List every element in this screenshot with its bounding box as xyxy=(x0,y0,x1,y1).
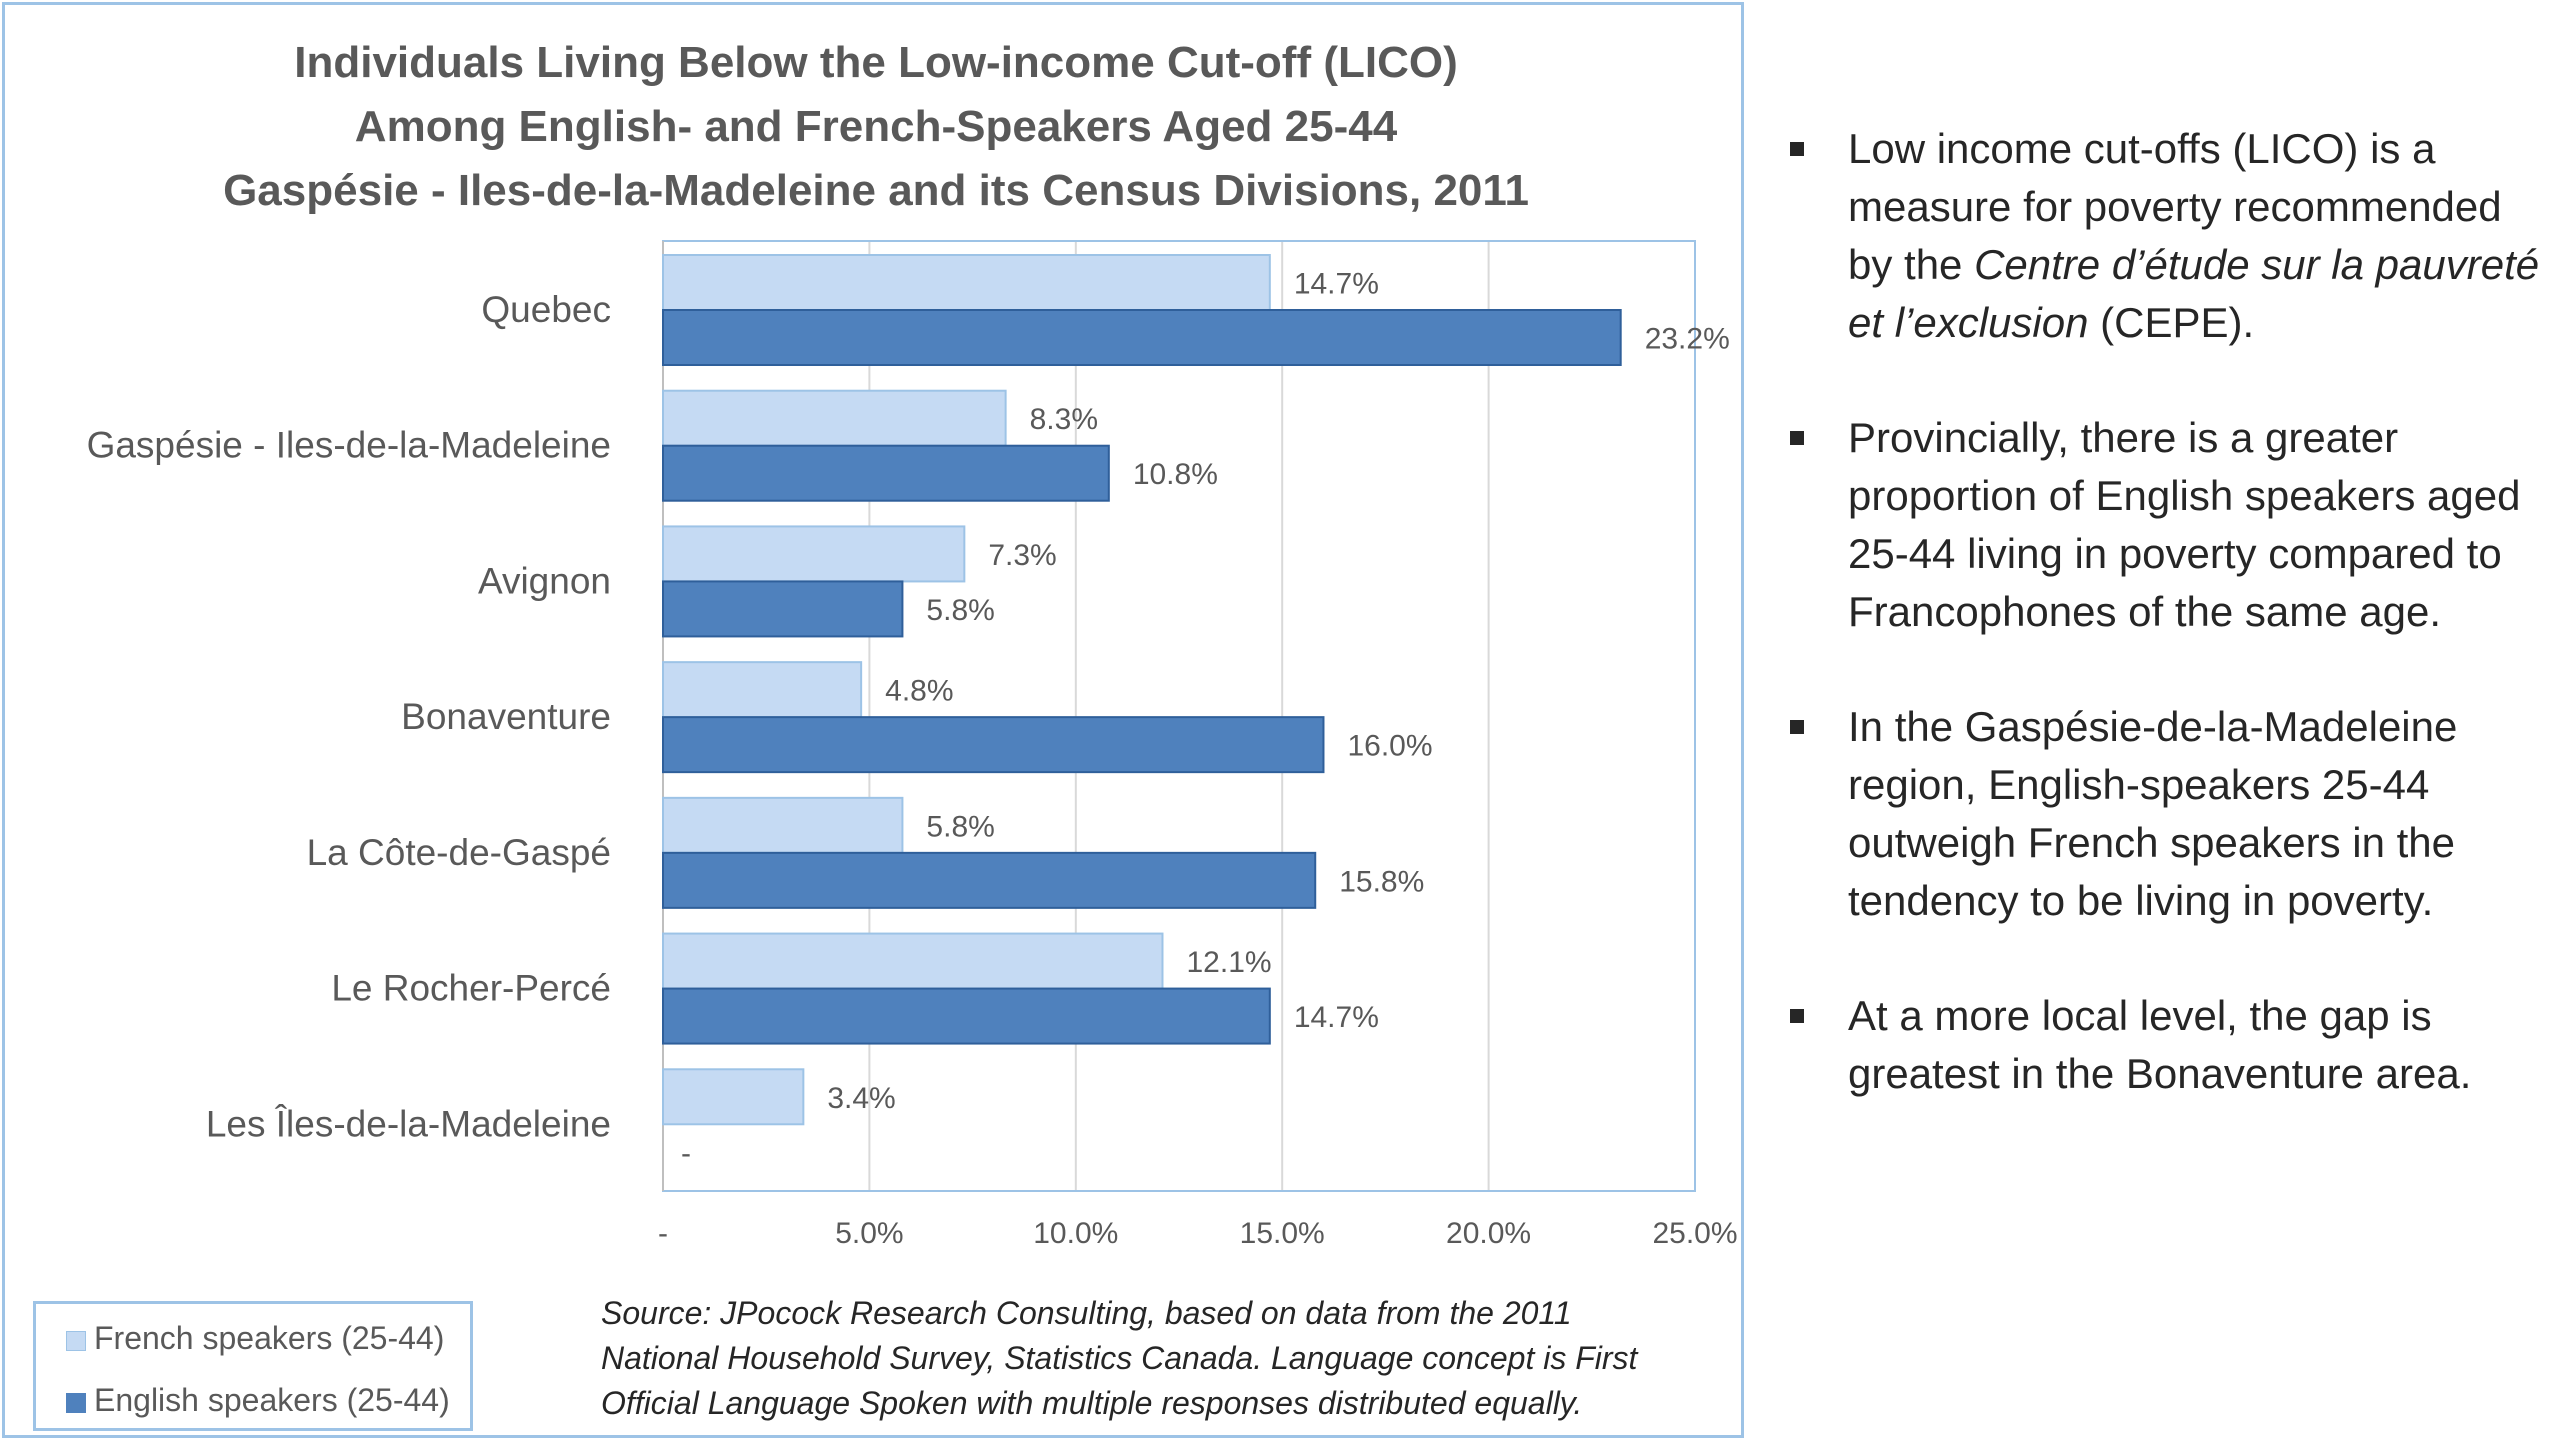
bullet-item: Provincially, there is a greater proport… xyxy=(1790,409,2540,641)
bullet-icon xyxy=(1790,720,1804,734)
category-label: Avignon xyxy=(478,560,611,601)
category-label: Quebec xyxy=(481,289,611,330)
bullet-icon xyxy=(1790,1009,1804,1023)
bullet-text-part: In the Gaspésie-de-la-Madeleine region, … xyxy=(1848,703,2458,924)
data-label: 4.8% xyxy=(885,675,953,708)
bar-french xyxy=(662,796,904,854)
legend-label-french: French speakers (25-44) xyxy=(94,1320,445,1356)
bar-english xyxy=(662,987,1271,1045)
category-label: Le Rocher-Percé xyxy=(331,968,611,1009)
bullet-italic-text: Centre d’étude sur la pauvreté et l’excl… xyxy=(1848,241,2540,346)
data-label: 16.0% xyxy=(1347,730,1432,763)
bullet-item: Low income cut-offs (LICO) is a measure … xyxy=(1790,120,2540,352)
bullet-item: In the Gaspésie-de-la-Madeleine region, … xyxy=(1790,698,2540,930)
data-label: 8.3% xyxy=(1030,403,1098,436)
bullet-icon xyxy=(1790,142,1804,156)
bullet-item: At a more local level, the gap is greate… xyxy=(1790,987,2540,1103)
bar-chart: - 5.0% 10.0% 15.0% 20.0% 25.0% Quebec 14.7% 23.2… xyxy=(87,240,1738,1250)
bullet-text: Low income cut-offs (LICO) is a measure … xyxy=(1848,125,2539,346)
bar-english xyxy=(662,716,1325,774)
bar-french xyxy=(662,1068,805,1126)
data-label: 14.7% xyxy=(1294,1001,1379,1034)
legend-label-english: English speakers (25-44) xyxy=(94,1382,450,1418)
bullet-text-part: Low income cut-offs (LICO) is a measure … xyxy=(1848,125,2502,288)
chart-title: Individuals Living Below the Low-income … xyxy=(5,31,1747,223)
category-label: Gaspésie - Iles-de-la-Madeleine xyxy=(87,425,611,466)
bar-english xyxy=(662,851,1317,909)
category-label: Bonaventure xyxy=(401,696,611,737)
bullet-text: In the Gaspésie-de-la-Madeleine region, … xyxy=(1848,703,2457,924)
bullet-text: Provincially, there is a greater proport… xyxy=(1848,414,2520,635)
bar-french xyxy=(662,254,1271,311)
bullet-list: Low income cut-offs (LICO) is a measure … xyxy=(1790,120,2540,1160)
chart-panel: Individuals Living Below the Low-income … xyxy=(2,2,1744,1438)
legend-swatch-french xyxy=(66,1330,86,1351)
x-tick-label: - xyxy=(658,1217,668,1250)
chart-title-line-1: Individuals Living Below the Low-income … xyxy=(294,38,1458,87)
bar-english xyxy=(662,580,904,638)
bullet-text-part: Provincially, there is a greater proport… xyxy=(1848,414,2521,635)
data-label: 5.8% xyxy=(926,810,994,843)
data-label: 5.8% xyxy=(926,594,994,627)
x-tick-label: 15.0% xyxy=(1240,1217,1325,1250)
bullet-text-part: (CEPE). xyxy=(2088,299,2255,346)
source-line-1: Source: JPocock Research Consulting, bas… xyxy=(601,1295,1572,1331)
category-label: Les Îles-de-la-Madeleine xyxy=(206,1103,611,1144)
x-tick-label: 10.0% xyxy=(1033,1217,1118,1250)
x-tick-label: 20.0% xyxy=(1446,1217,1531,1250)
data-label: 10.8% xyxy=(1133,458,1218,491)
data-label: 7.3% xyxy=(988,539,1056,572)
source-line-3: Official Language Spoken with multiple r… xyxy=(601,1385,1583,1421)
bar-french xyxy=(662,661,863,719)
bar-english xyxy=(662,309,1622,366)
data-label: - xyxy=(681,1137,691,1170)
category-label: La Côte-de-Gaspé xyxy=(307,832,611,873)
data-label: 14.7% xyxy=(1294,268,1379,301)
source-line-2: National Household Survey, Statistics Ca… xyxy=(601,1340,1638,1376)
data-label: 3.4% xyxy=(827,1082,895,1115)
legend-swatch-english xyxy=(66,1392,86,1413)
bullet-text-part: At a more local level, the gap is greate… xyxy=(1848,992,2472,1097)
legend-item-french: French speakers (25-44) xyxy=(66,1320,444,1357)
data-label: 23.2% xyxy=(1645,323,1730,356)
bar-french xyxy=(662,389,1007,447)
chart-legend: French speakers (25-44) English speakers… xyxy=(33,1301,473,1431)
data-label: 12.1% xyxy=(1186,946,1271,979)
x-tick-label: 5.0% xyxy=(835,1217,903,1250)
bullet-text: At a more local level, the gap is greate… xyxy=(1848,992,2471,1097)
data-label: 15.8% xyxy=(1339,865,1424,898)
source-note: Source: JPocock Research Consulting, bas… xyxy=(601,1291,1731,1426)
chart-title-line-3: Gaspésie - Iles-de-la-Madeleine and its … xyxy=(223,166,1529,215)
bar-french xyxy=(662,932,1164,990)
chart-title-line-2: Among English- and French-Speakers Aged … xyxy=(354,102,1398,151)
bar-french xyxy=(662,525,966,583)
x-tick-label: 25.0% xyxy=(1652,1217,1737,1250)
bullet-icon xyxy=(1790,431,1804,445)
bar-english xyxy=(662,444,1110,502)
legend-item-english: English speakers (25-44) xyxy=(66,1382,450,1419)
